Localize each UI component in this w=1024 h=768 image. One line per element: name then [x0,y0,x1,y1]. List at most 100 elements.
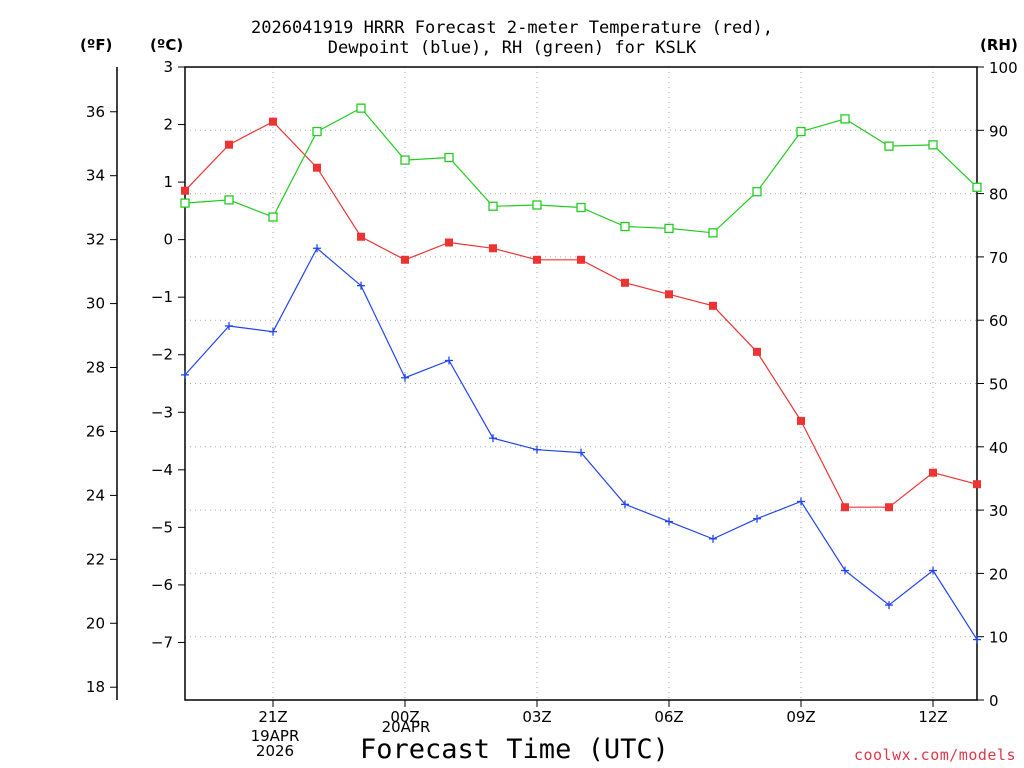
temperature-marker [225,140,233,149]
rh-tick-label: 0 [989,692,999,710]
celsius-tick-label: −1 [151,288,173,306]
temperature-marker [533,255,541,264]
rh-marker [752,187,762,197]
temperature-marker [313,163,321,172]
rh-marker [620,221,630,232]
temperature-marker [181,186,189,195]
dewpoint-marker [797,497,805,506]
rh-tick-label: 60 [989,312,1008,330]
rh-marker [488,201,498,211]
date-label-20apr: 20APR [376,720,436,735]
rh-marker [180,198,190,208]
dewpoint-marker [181,370,189,379]
rh-marker [708,228,718,238]
fahrenheit-tick-label: 18 [86,678,105,696]
celsius-tick-label: −2 [151,346,173,364]
fahrenheit-tick-label: 22 [86,550,105,568]
dewpoint-marker [841,566,849,575]
celsius-tick-label: 1 [163,173,173,191]
fahrenheit-tick-label: 36 [86,103,105,121]
dewpoint-marker [929,566,937,575]
credit-text: coolwx.com/models [853,746,1016,764]
x-tick-label: 06Z [654,708,683,726]
temperature-marker [269,117,277,126]
temperature-marker [973,480,981,489]
rh-tick-label: 80 [989,186,1008,204]
x-tick-label: 09Z [786,708,815,726]
celsius-tick-label: 2 [163,116,173,134]
temperature-marker [885,503,893,512]
dewpoint-marker [225,321,233,330]
rh-tick-label: 90 [989,122,1008,140]
dewpoint-marker [489,434,497,443]
fahrenheit-tick-label: 20 [86,614,105,632]
fahrenheit-tick-label: 34 [86,167,105,185]
rh-marker [444,152,454,163]
fahrenheit-unit-label: (ºF) [80,36,113,54]
dewpoint-line [184,247,978,640]
fahrenheit-tick-label: 30 [86,295,105,313]
temperature-marker [841,503,849,512]
celsius-tick-label: −4 [151,461,173,479]
fahrenheit-tick-label: 24 [86,486,105,504]
rh-marker [224,195,234,205]
rh-tick-label: 40 [989,439,1008,457]
temperature-marker [753,347,761,356]
rh-tick-label: 20 [989,565,1008,583]
chart-title-line-1: 2026041919 HRRR Forecast 2-meter Tempera… [251,18,773,38]
temperature-marker [357,232,365,241]
temperature-marker [929,468,937,477]
celsius-tick-label: −7 [151,633,173,651]
dewpoint-marker [577,448,585,457]
fahrenheit-tick-label: 26 [86,422,105,440]
rh-marker [356,103,366,113]
x-tick-label: 12Z [918,708,947,726]
date-label-19apr-year: 2026 [255,742,295,760]
temperature-marker [445,238,453,247]
temperature-marker [665,290,673,299]
rh-marker [972,182,982,192]
celsius-tick-label: −5 [151,518,173,536]
dewpoint-marker [665,517,673,526]
chart-title-line-2: Dewpoint (blue), RH (green) for KSLK [327,38,697,58]
rh-marker [268,212,278,222]
temperature-marker [401,255,409,264]
rh-marker [576,202,586,213]
temperature-marker [577,255,585,264]
dewpoint-marker [973,635,981,644]
rh-tick-label: 100 [989,59,1018,77]
date-label-19apr: 19APR 2026 [245,729,305,759]
temperature-marker [489,244,497,253]
temperature-marker [797,416,805,425]
fahrenheit-tick-label: 32 [86,231,105,249]
dewpoint-marker [753,514,761,523]
rh-tick-label: 30 [989,502,1008,520]
celsius-tick-label: −3 [151,403,173,421]
rh-marker [312,126,322,137]
rh-line [184,107,978,234]
x-axis-title: Forecast Time (UTC) [360,734,669,765]
temperature-marker [621,278,629,287]
rh-tick-label: 70 [989,249,1008,267]
dewpoint-marker [533,445,541,454]
dewpoint-marker [885,601,893,610]
x-tick-label: 00Z [390,708,419,726]
rh-marker [928,140,938,150]
celsius-tick-label: 0 [163,231,173,249]
dewpoint-marker [313,244,321,253]
dewpoint-marker [621,500,629,509]
date-label-20apr-day: 20APR [381,718,431,736]
celsius-unit-label: (ºC) [150,36,184,54]
dewpoint-marker [445,356,453,365]
dewpoint-marker [357,281,365,290]
dewpoint-marker [401,373,409,382]
celsius-tick-label: 3 [163,58,173,76]
rh-tick-label: 10 [989,629,1008,647]
fahrenheit-tick-label: 28 [86,359,105,377]
celsius-tick-label: −6 [151,576,173,594]
date-label-19apr-day: 19APR [250,727,300,745]
dewpoint-marker [269,327,277,336]
rh-marker [840,114,850,124]
x-tick-label: 03Z [522,708,551,726]
